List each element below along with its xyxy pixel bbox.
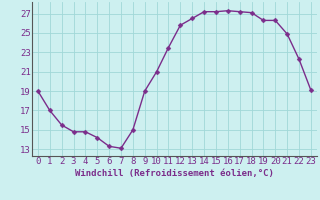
X-axis label: Windchill (Refroidissement éolien,°C): Windchill (Refroidissement éolien,°C) [75, 169, 274, 178]
